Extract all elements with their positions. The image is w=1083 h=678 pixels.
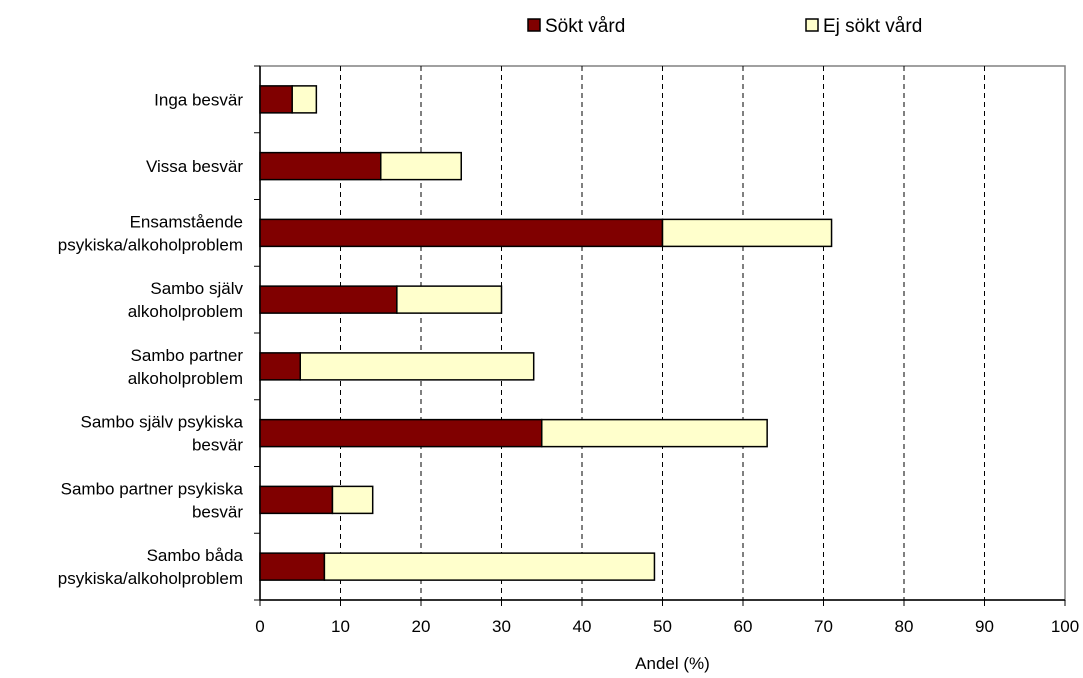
bar-segment-series-1	[323, 552, 656, 581]
legend-label-series-0: Sökt vård	[545, 16, 625, 37]
category-label: alkoholproblem	[128, 302, 243, 321]
category-label: Sambo själv psykiska	[80, 413, 243, 432]
category-label: besvär	[192, 436, 243, 455]
x-tick-label: 50	[653, 617, 672, 636]
bar-segment-series-0	[259, 485, 334, 515]
bar-segment-series-0	[259, 352, 301, 381]
x-tick-label: 30	[492, 617, 511, 636]
category-label: psykiska/alkoholproblem	[58, 569, 243, 588]
x-tick-label: 10	[331, 617, 350, 636]
plot-area: 0 10 20 30 40 50 60 70 80 90 100 Inga besvär Vissa b…	[58, 65, 1079, 636]
bar-segment-series-1	[541, 418, 768, 448]
category-label: Ensamstående	[130, 212, 243, 231]
category-label: Inga besvär	[154, 90, 243, 109]
category-label: Sambo själv	[150, 279, 243, 298]
x-tick-label: 20	[412, 617, 431, 636]
x-tick-label: 0	[255, 617, 264, 636]
bar-segment-series-0	[259, 418, 543, 448]
category-label: Sambo partner	[131, 346, 244, 365]
category-label: Vissa besvär	[146, 157, 243, 176]
bar-segment-series-1	[380, 151, 462, 181]
category-label: besvär	[192, 502, 243, 521]
x-tick-label: 60	[734, 617, 753, 636]
legend-swatch-series-0	[527, 18, 541, 32]
bar-segment-series-1	[299, 352, 535, 381]
x-tick-label: 80	[895, 617, 914, 636]
x-tick-label: 40	[573, 617, 592, 636]
bar-segment-series-0	[259, 151, 382, 181]
legend-label-series-1: Ej sökt vård	[823, 16, 922, 37]
legend: Sökt vård Ej sökt vård	[527, 16, 922, 37]
legend-swatch-series-1	[805, 18, 819, 32]
bar-segment-series-0	[259, 85, 293, 114]
bar-segment-series-1	[291, 85, 318, 114]
bar-segment-series-1	[396, 285, 503, 314]
x-tick-label: 70	[814, 617, 833, 636]
x-axis-title: Andel (%)	[635, 654, 710, 673]
bar-segment-series-0	[259, 218, 664, 248]
x-tick-label: 100	[1051, 617, 1079, 636]
x-tick-label: 90	[975, 617, 994, 636]
category-label: alkoholproblem	[128, 369, 243, 388]
category-label: psykiska/alkoholproblem	[58, 235, 243, 254]
bar-segment-series-1	[661, 218, 833, 248]
bar-segment-series-0	[259, 285, 398, 314]
bar-segment-series-1	[331, 485, 374, 515]
category-label: Sambo partner psykiska	[61, 479, 244, 498]
category-label: Sambo båda	[147, 546, 244, 565]
bar-segment-series-0	[259, 552, 326, 581]
